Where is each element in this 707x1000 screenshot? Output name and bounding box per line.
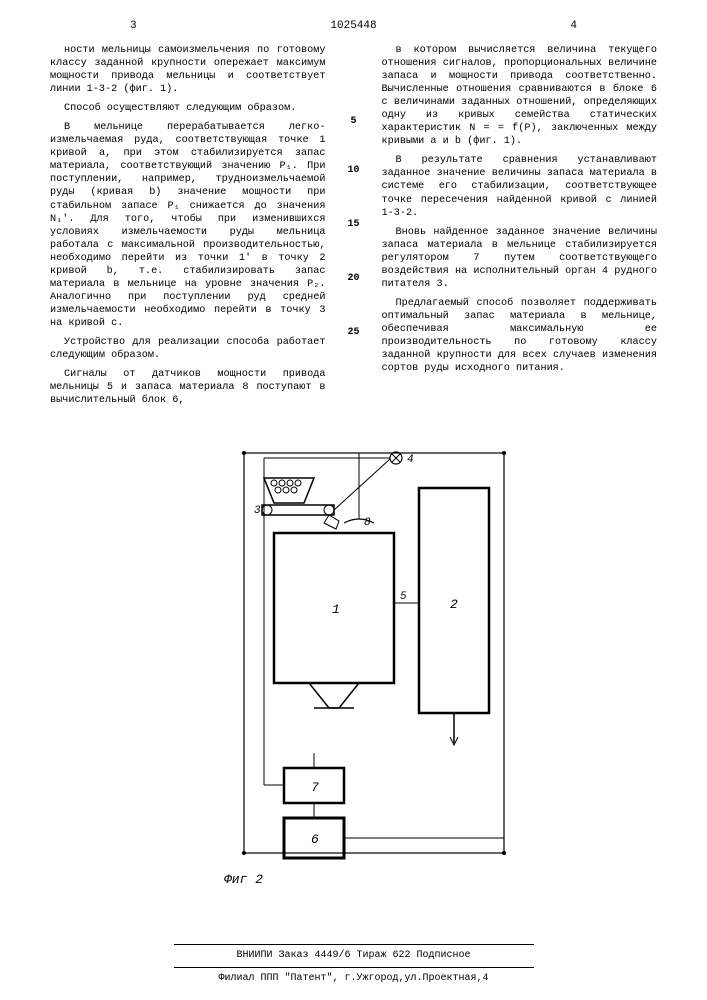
page-header: 3 1025448 4 (50, 20, 657, 32)
footer-line-1: ВНИИПИ Заказ 4449/6 Тираж 622 Подписное (0, 949, 707, 963)
paragraph: В мельнице перерабатывается легко-измель… (50, 121, 326, 330)
page-footer: ВНИИПИ Заказ 4449/6 Тираж 622 Подписное … (0, 940, 707, 986)
paragraph: Способ осуществляют следующим образом. (50, 102, 326, 115)
line-numbers: 5 10 15 20 25 (346, 44, 362, 413)
left-column: ности мельницы самоизмельчения по готово… (50, 44, 326, 413)
page-number-right: 4 (570, 20, 657, 32)
right-column: в котором вычисляется величина текущего … (382, 44, 658, 413)
line-number: 10 (347, 143, 359, 197)
page: 3 1025448 4 ности мельницы самоизмельчен… (0, 0, 707, 1000)
footer-rule (174, 967, 534, 968)
node-label-5: 5 (400, 591, 407, 603)
node-label-6: 6 (311, 832, 319, 847)
paragraph: Предлагаемый способ позволяет поддержива… (382, 297, 658, 375)
paragraph: В результате сравнения устанавливают зад… (382, 154, 658, 219)
node-label-8: 8 (364, 517, 371, 529)
footer-line-2: Филиал ППП "Патент", г.Ужгород,ул.Проект… (0, 972, 707, 986)
node-label-3: 3 (254, 505, 261, 517)
line-number: 20 (347, 251, 359, 305)
line-number: 15 (347, 197, 359, 251)
node-label-4: 4 (407, 454, 414, 466)
node-label-1: 1 (332, 602, 340, 617)
line-number: 5 (350, 99, 356, 143)
diagram-svg: 3 4 8 1 2 (164, 423, 544, 903)
paragraph: в котором вычисляется величина текущего … (382, 44, 658, 148)
document-number: 1025448 (330, 20, 376, 32)
figure-2: 3 4 8 1 2 (50, 423, 657, 903)
paragraph: Сигналы от датчиков мощности привода мел… (50, 368, 326, 407)
page-number-left: 3 (50, 20, 137, 32)
paragraph: Вновь найденное заданное значение величи… (382, 226, 658, 291)
text-columns: ности мельницы самоизмельчения по готово… (50, 44, 657, 413)
node-label-7: 7 (311, 780, 319, 795)
paragraph: Устройство для реализации способа работа… (50, 336, 326, 362)
paragraph: ности мельницы самоизмельчения по готово… (50, 44, 326, 96)
feeder-group: 3 (254, 478, 339, 529)
node-label-2: 2 (450, 597, 458, 612)
line-number: 25 (347, 305, 359, 359)
footer-rule (174, 944, 534, 945)
figure-label: Фиг 2 (224, 872, 263, 887)
